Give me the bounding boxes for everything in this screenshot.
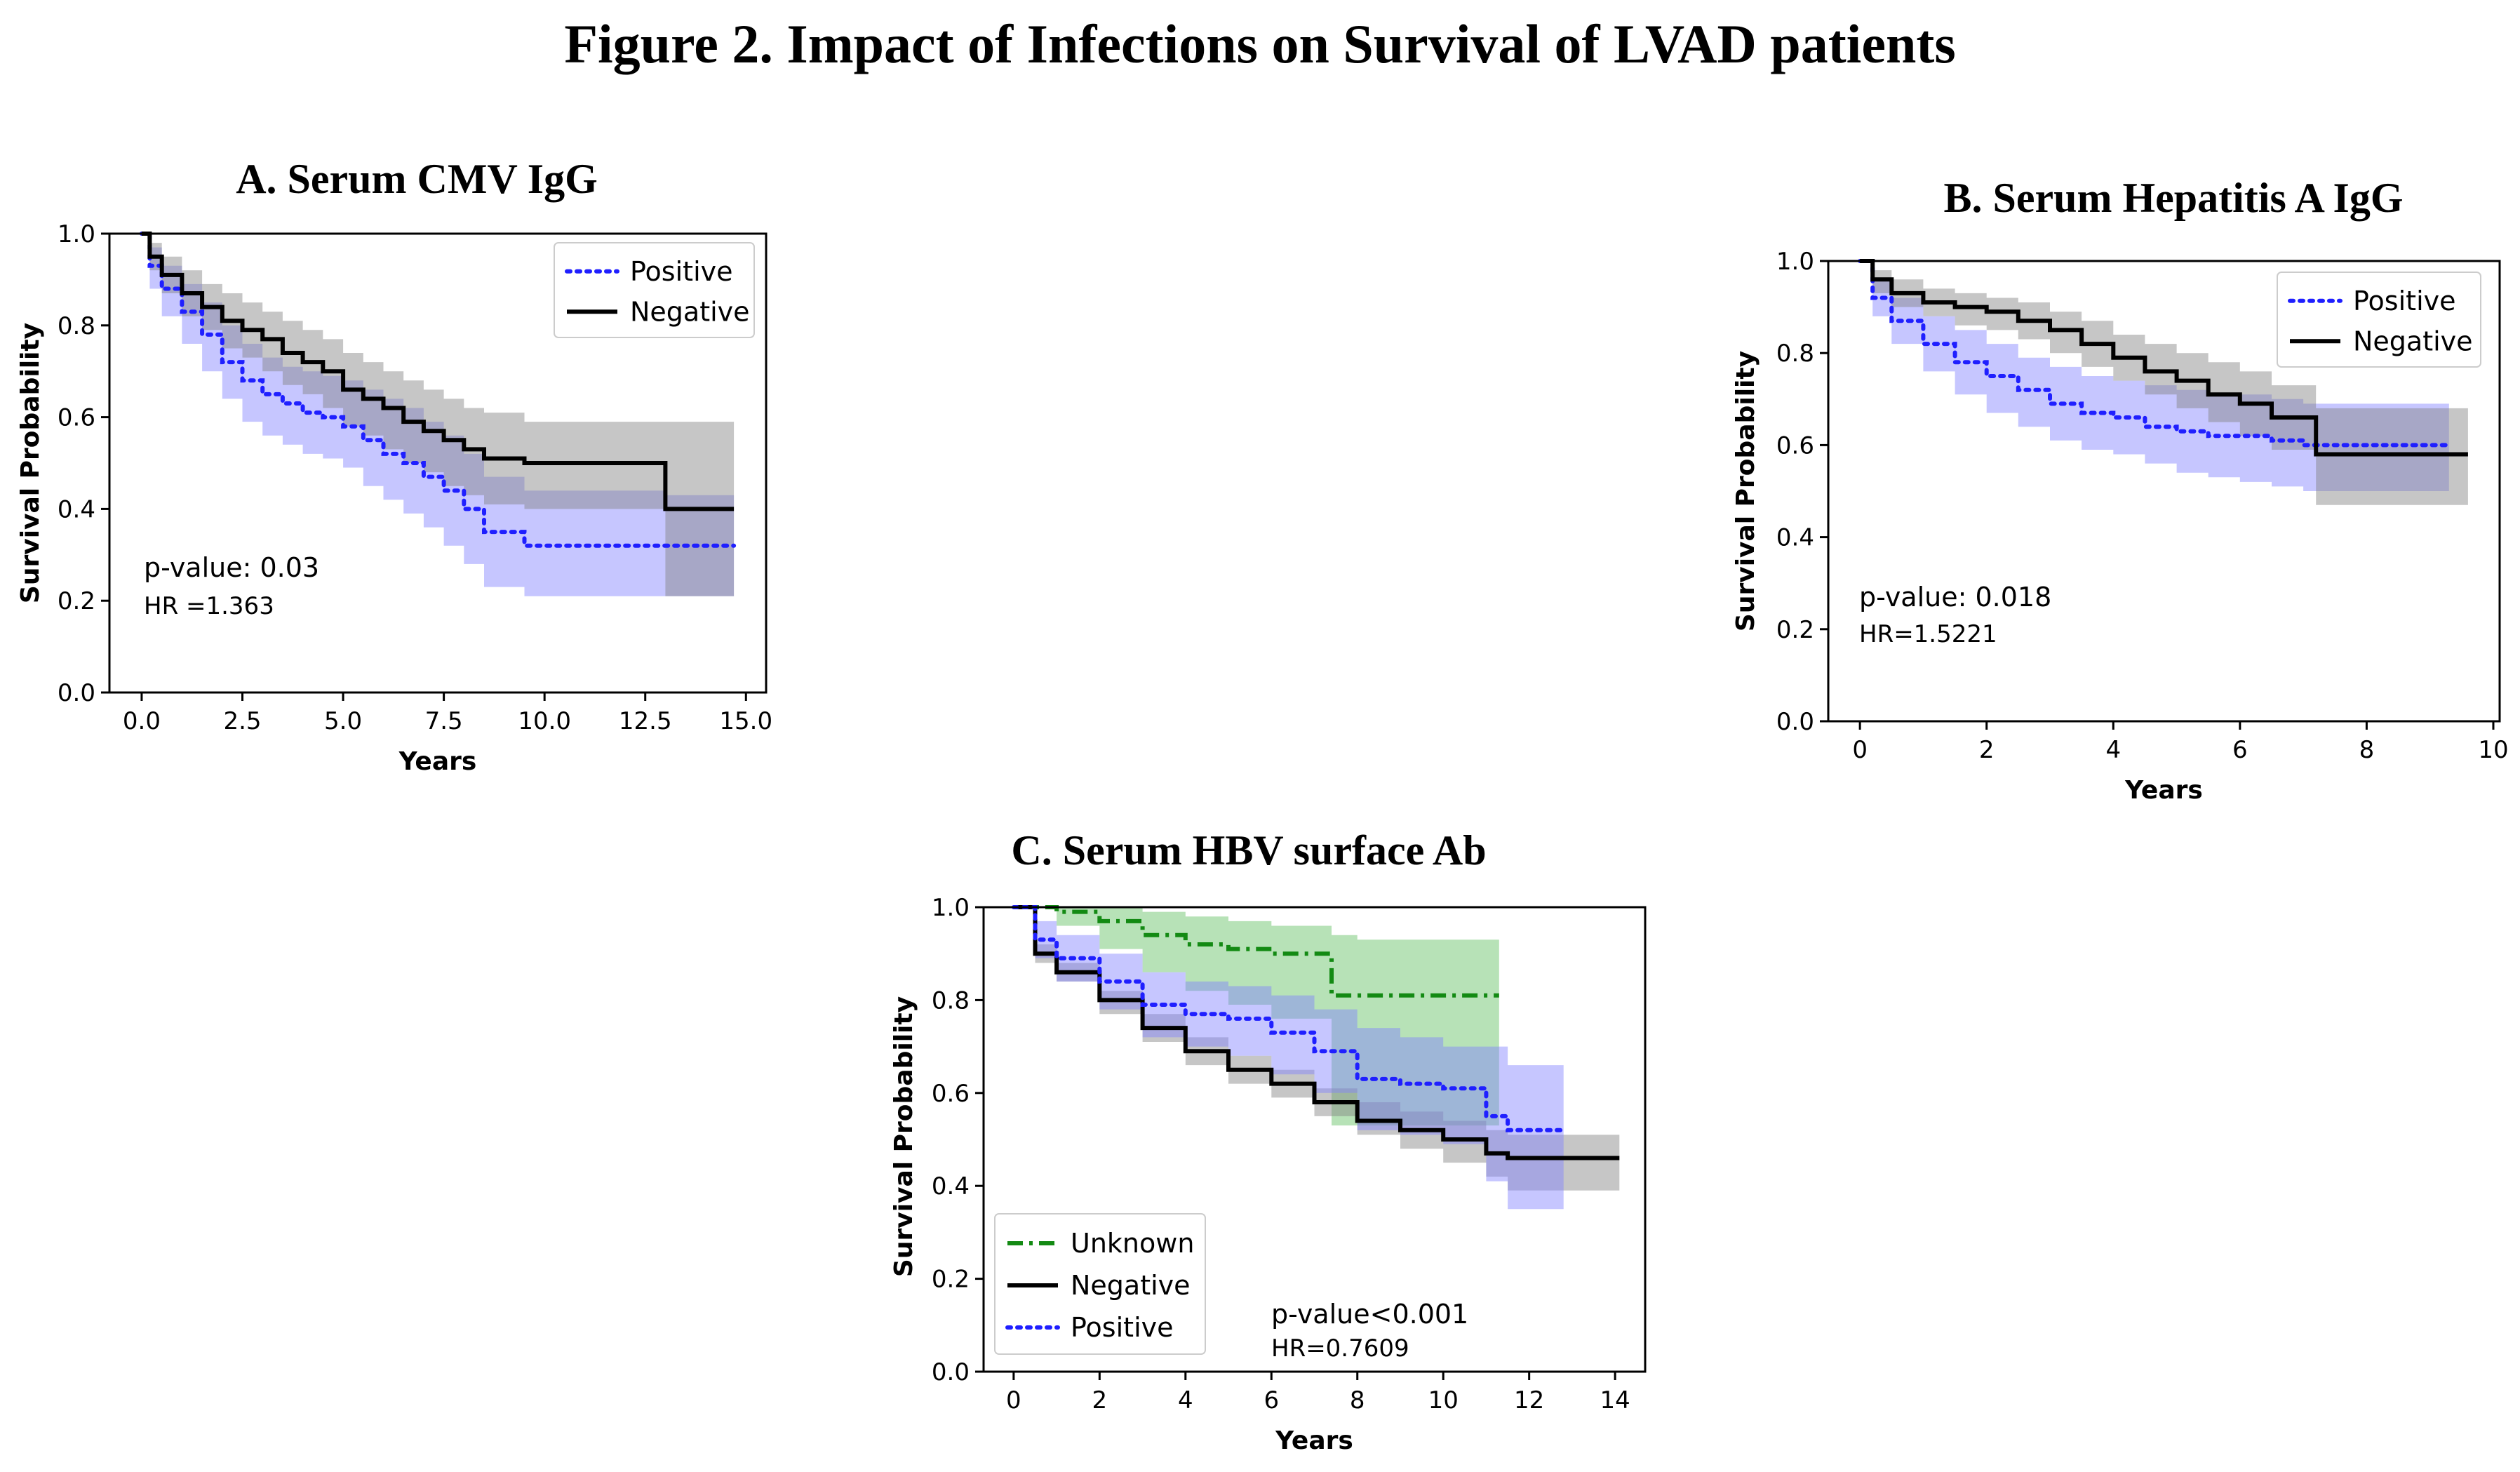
legend-label-negative: Negative [1071, 1270, 1191, 1301]
confidence-band-negative [1013, 907, 1620, 1191]
x-tick-label: 12.5 [619, 707, 672, 735]
x-axis-label: Years [2124, 776, 2203, 805]
p-value-annotation: p-value<0.001 [1271, 1299, 1468, 1330]
x-tick-label: 6 [1264, 1386, 1279, 1414]
hazard-ratio-annotation: HR =1.363 [144, 592, 274, 620]
survival-line-positive [1011, 905, 1566, 1132]
y-tick-label: 0.0 [58, 679, 95, 707]
survival-line-positive [1858, 259, 2451, 448]
x-axis-label: Years [398, 747, 477, 776]
x-tick-label: 5.0 [324, 707, 362, 735]
survival-line-negative [1013, 905, 1620, 1160]
x-tick-label: 0 [1852, 736, 1868, 764]
legend-label-negative: Negative [2353, 326, 2473, 356]
y-tick-label: 1.0 [58, 220, 95, 248]
y-tick-label: 0.8 [1776, 340, 1814, 368]
legend: Positive Negative [554, 242, 755, 338]
legend-label-positive: Positive [2353, 286, 2456, 316]
x-tick-label: 10 [1428, 1386, 1459, 1414]
chart-panel-a: A. Serum CMV IgG 0.0 2.5 5.0 7.5 10.0 12.5 15.0… [16, 156, 772, 776]
survival-line-negative [141, 232, 735, 511]
chart-title: C. Serum HBV surface Ab [1011, 827, 1486, 874]
p-value-annotation: p-value: 0.018 [1859, 582, 2051, 613]
x-tick-label: 12 [1514, 1386, 1544, 1414]
chart-panel-c: C. Serum HBV surface Ab 0 2 4 6 8 10 12 14 0.0 0.2… [890, 827, 1647, 1455]
hazard-ratio-annotation: HR=0.7609 [1271, 1334, 1409, 1363]
plot-frame [1827, 260, 2501, 723]
x-tick-label: 10 [2478, 736, 2508, 764]
x-tick-label: 14 [1600, 1386, 1630, 1414]
y-axis-label: Survival Probability [1731, 351, 1760, 631]
y-tick-label: 0.8 [932, 986, 970, 1015]
y-axis-label: Survival Probability [16, 323, 45, 603]
y-tick-label: 0.2 [1776, 616, 1814, 644]
y-tick-label: 0.8 [58, 312, 95, 340]
x-tick-label: 10.0 [518, 707, 571, 735]
y-tick-label: 0.4 [1776, 524, 1814, 552]
chart-title: A. Serum CMV IgG [236, 156, 598, 202]
y-tick-label: 0.4 [932, 1172, 970, 1200]
plot-frame [108, 232, 768, 694]
legend-label-positive: Positive [630, 256, 733, 287]
x-tick-label: 0 [1006, 1386, 1021, 1414]
x-tick-label: 4 [1178, 1386, 1193, 1414]
figure-title: Figure 2. Impact of Infections on Surviv… [564, 13, 1956, 74]
y-tick-label: 0.6 [58, 404, 95, 432]
y-axis-label: Survival Probability [890, 996, 918, 1277]
x-tick-label: 2 [1979, 736, 1995, 764]
legend: Unknown Negative Positive [994, 1213, 1206, 1355]
confidence-band-positive [141, 234, 735, 596]
legend-label-unknown: Unknown [1071, 1228, 1194, 1259]
x-tick-label: 8 [2359, 736, 2375, 764]
legend: Positive Negative [2277, 272, 2481, 368]
survival-line-negative [1860, 259, 2468, 457]
p-value-annotation: p-value: 0.03 [144, 552, 319, 583]
y-tick-label: 0.0 [1776, 708, 1814, 736]
x-tick-label: 0.0 [123, 707, 161, 735]
y-tick-label: 1.0 [932, 894, 970, 922]
y-tick-label: 0.4 [58, 495, 95, 523]
y-tick-label: 0.6 [932, 1080, 970, 1108]
x-tick-label: 15.0 [719, 707, 772, 735]
x-axis-label: Years [1275, 1426, 1353, 1455]
y-tick-label: 1.0 [1776, 248, 1814, 276]
y-tick-label: 0.0 [932, 1358, 970, 1386]
legend-label-positive: Positive [1071, 1312, 1174, 1343]
x-tick-label: 7.5 [425, 707, 463, 735]
confidence-band-negative [141, 234, 735, 596]
survival-line-unknown [1013, 905, 1499, 998]
legend-label-negative: Negative [630, 296, 750, 327]
chart-panel-b: B. Serum Hepatitis A IgG 0 2 4 6 8 10 0.0 0.2 0.4… [1731, 175, 2509, 805]
x-tick-label: 4 [2105, 736, 2121, 764]
confidence-band-unknown [1013, 907, 1499, 1126]
x-tick-label: 2.5 [223, 707, 261, 735]
hazard-ratio-annotation: HR=1.5221 [1859, 620, 1997, 648]
x-tick-label: 2 [1092, 1386, 1108, 1414]
survival-line-positive [139, 232, 737, 548]
confidence-band-positive [1860, 261, 2449, 491]
x-tick-label: 6 [2232, 736, 2248, 764]
legend-box [994, 1213, 1206, 1355]
y-tick-label: 0.2 [58, 587, 95, 615]
chart-title: B. Serum Hepatitis A IgG [1943, 175, 2403, 221]
confidence-band-positive [1013, 907, 1564, 1210]
y-tick-label: 0.6 [1776, 431, 1814, 460]
x-tick-label: 8 [1350, 1386, 1365, 1414]
y-tick-label: 0.2 [932, 1266, 970, 1294]
plot-frame [982, 906, 1647, 1373]
